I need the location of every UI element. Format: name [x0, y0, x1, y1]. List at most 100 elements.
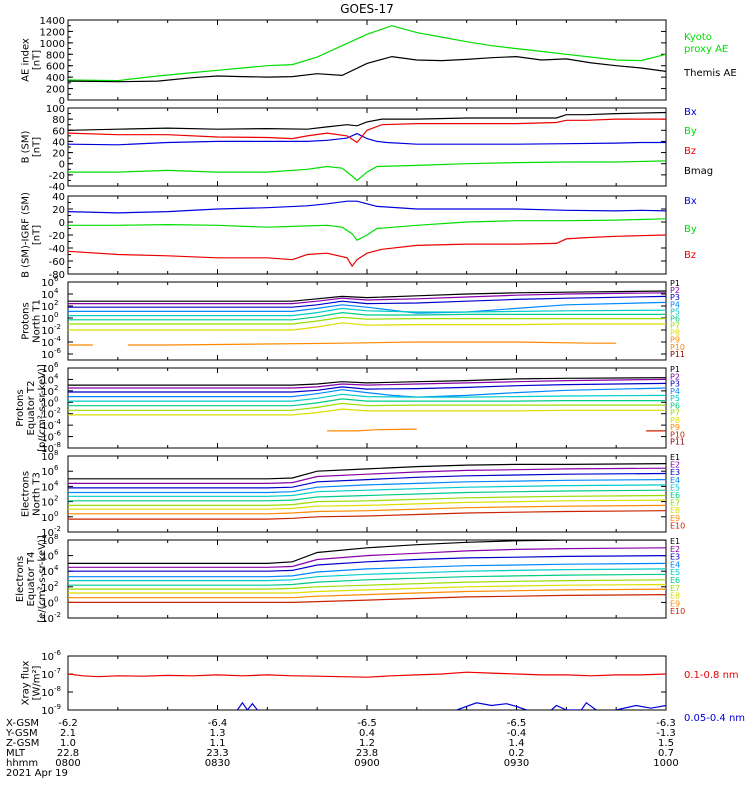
y-axis-label: Xray flux [W/m²] [21, 661, 43, 706]
y-axis-label: Electrons Equator T4 [e/(cm²-s-sr-keV)] [15, 535, 48, 623]
series-group [68, 377, 666, 432]
row-value: -0.4 [507, 728, 527, 739]
legend-entry: P6 [670, 314, 680, 323]
panel-frame [67, 455, 667, 533]
y-tick-label: 10 [41, 467, 54, 478]
legend-entry: P7 [670, 409, 680, 418]
y-tick-label: 10 [41, 290, 54, 301]
y-tick-exponent: 0 [54, 510, 58, 518]
series-line-0-1-0-8-nm [68, 671, 666, 678]
series-group [68, 111, 666, 182]
y-tick-label: 200 [46, 85, 65, 96]
row-label: Y-GSM [5, 728, 38, 739]
y-tick-label: 10 [41, 452, 54, 463]
legend-entry: E1 [670, 537, 680, 546]
row-value: 1.4 [509, 738, 525, 749]
y-tick-label: 10 [41, 536, 54, 547]
series-line-p4 [68, 301, 666, 314]
row-label: X-GSM [6, 718, 39, 729]
y-axis-label: Protons North T1 [21, 299, 43, 343]
y-label-line: [W/m²] [32, 665, 43, 700]
legend-entry: P5 [670, 307, 680, 316]
y-tick-label: 10 [41, 302, 54, 313]
y-tick-label: 10 [41, 314, 54, 325]
series-line-e7 [68, 494, 666, 506]
y-tick-exponent: -6 [54, 649, 62, 657]
y-tick-label: 10 [41, 421, 54, 432]
series-group [68, 200, 666, 268]
legend-entry: P4 [670, 300, 680, 309]
series-line-p1 [68, 290, 666, 302]
series-line-e4 [68, 479, 666, 494]
y-tick-label: 20 [52, 205, 65, 216]
series-line-e5 [68, 484, 666, 497]
panel-frame [67, 539, 667, 619]
series-line-p2 [68, 292, 666, 305]
y-tick-exponent: -2 [54, 407, 61, 415]
y-tick-label: 60 [52, 126, 65, 137]
series-line-0-05-0-4-nm [236, 701, 258, 710]
row-value: 1.0 [60, 738, 76, 749]
y-tick-label: -20 [49, 171, 65, 182]
series-line-e6 [68, 573, 666, 586]
y-tick-label: 600 [46, 62, 65, 73]
row-value: 0800 [55, 758, 80, 769]
row-value: -6.3 [656, 718, 676, 729]
y-tick-exponent: -2 [54, 525, 61, 533]
legend-entry: E8 [670, 506, 680, 515]
y-tick-label: 10 [41, 706, 54, 717]
series-line-p3 [68, 295, 666, 308]
y-label-line: Equator T4 [26, 552, 37, 607]
series-line-0-05-0-4-nm [456, 702, 527, 710]
y-label-line: Protons [15, 389, 26, 426]
row-value: 22.8 [57, 748, 79, 759]
legend-entry: E4 [670, 476, 680, 485]
series-line-bmag [68, 111, 666, 131]
y-tick-label: 10 [41, 652, 54, 663]
y-tick-label: 40 [52, 137, 65, 148]
legend-entry: P5 [670, 394, 680, 403]
legend-entry: E5 [670, 568, 680, 577]
series-line-0-05-0-4-nm [550, 701, 597, 710]
series-line-e10 [68, 510, 666, 520]
time-axis-table: X-GSM -6.2 -6.4 -6.5 -6.5 -6.3 Y-GSM 2.1 1.3 0.4 -… [5, 718, 679, 779]
y-tick-label: 40 [52, 192, 65, 203]
y-tick-label: 10 [41, 482, 54, 493]
legend-entry: P9 [670, 423, 680, 432]
y-tick-exponent: 6 [54, 361, 59, 369]
y-tick-exponent: 2 [54, 299, 58, 307]
y-tick-label: 1200 [40, 27, 65, 38]
panel-frame [67, 107, 667, 187]
y-axis-label: Electrons North T3 [21, 471, 43, 517]
series-line-e7 [68, 579, 666, 590]
y-tick-exponent: -2 [54, 611, 61, 619]
y-tick-exponent: 0 [54, 395, 58, 403]
series-line-e2 [68, 547, 666, 568]
y-tick-label: 100 [46, 104, 65, 115]
y-tick-label: 10 [41, 375, 54, 386]
row-value: 1.5 [658, 738, 674, 749]
legend-entry: E10 [670, 607, 685, 616]
y-tick-label: 0 [59, 160, 65, 171]
y-tick-label: 10 [41, 364, 54, 375]
y-axis-label: B (SM)-IGRF (SM) [nT] [21, 192, 43, 278]
y-label-line: [nT] [32, 50, 43, 70]
y-tick-label: -80 [49, 270, 65, 281]
legend-entry: E7 [670, 499, 680, 508]
y-label-line: [p/(cm²-s-sr-keV)] [37, 364, 48, 452]
y-tick-label: 10 [41, 338, 54, 349]
legend-entry: P3 [670, 380, 680, 389]
legend-entry: P11 [670, 438, 685, 447]
legend-entry: E7 [670, 584, 680, 593]
y-tick-label: 800 [46, 50, 65, 61]
row-value: 0830 [205, 758, 230, 769]
y-axis-label: AE index [nT] [21, 38, 43, 82]
legend-entry: P11 [670, 350, 685, 359]
panel-frame [67, 655, 667, 711]
legend-entry: E8 [670, 592, 680, 601]
legend-entry: P2 [670, 286, 680, 295]
